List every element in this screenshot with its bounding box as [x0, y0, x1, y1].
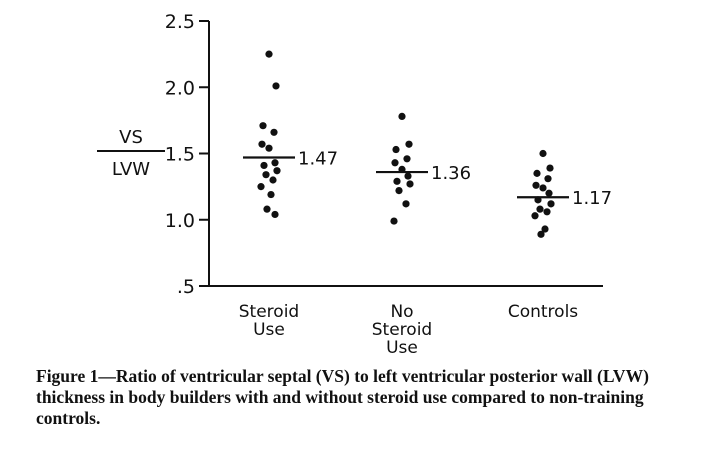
data-point	[533, 169, 541, 177]
y-tick-label: 1.0	[165, 210, 195, 232]
data-point	[541, 225, 549, 233]
category-label: Use	[253, 320, 285, 340]
data-point	[531, 212, 539, 220]
data-point	[532, 181, 540, 189]
data-point	[257, 183, 265, 191]
y-tick-label: .5	[177, 276, 195, 298]
category-label: Steroid	[372, 320, 432, 340]
data-point	[543, 208, 551, 216]
data-point	[265, 50, 273, 58]
data-point	[545, 189, 553, 197]
data-point	[536, 205, 544, 213]
data-point	[271, 210, 279, 219]
data-point	[263, 205, 271, 213]
data-point	[259, 122, 267, 130]
mean-value-label: 1.47	[298, 148, 338, 169]
data-point	[404, 172, 412, 180]
category-label: Use	[386, 338, 418, 358]
category-label: Controls	[508, 302, 578, 322]
data-point	[537, 230, 545, 238]
y-tick-label: 2.0	[165, 77, 195, 99]
data-point	[403, 155, 411, 163]
data-point	[271, 159, 279, 167]
data-groups: 1.47SteroidUse1.36NoSteroidUse1.17Contro…	[239, 50, 612, 358]
data-point	[267, 190, 275, 199]
data-point	[260, 161, 268, 170]
data-point	[395, 187, 403, 195]
y-axis-label: VS LVW	[97, 127, 165, 180]
y-tick-label: 2.5	[165, 11, 195, 33]
data-point	[547, 200, 555, 208]
data-point	[392, 145, 400, 154]
y-ticks: 2.5 2.0 1.5 1.0 .5	[165, 11, 209, 298]
y-axis-label-denominator: LVW	[112, 159, 150, 180]
data-point	[544, 175, 552, 183]
data-point	[270, 128, 278, 136]
data-point	[539, 184, 547, 192]
category-label: Steroid	[239, 302, 299, 322]
data-point	[402, 200, 410, 208]
mean-value-label: 1.17	[572, 188, 612, 209]
data-point	[398, 112, 406, 120]
figure-caption: Figure 1—Ratio of ventricular septal (VS…	[36, 366, 649, 428]
data-point	[539, 149, 547, 158]
data-point	[406, 180, 414, 188]
data-point	[405, 140, 413, 148]
mean-value-label: 1.36	[431, 163, 471, 184]
data-point	[273, 167, 281, 175]
data-point	[258, 140, 266, 148]
data-point	[390, 217, 398, 225]
data-point	[262, 171, 270, 179]
category-label: No	[390, 302, 413, 322]
y-axis-label-numerator: VS	[119, 127, 143, 148]
data-point	[265, 144, 273, 152]
data-point	[272, 82, 280, 90]
group-controls: 1.17 Controls	[508, 149, 612, 322]
y-tick-label: 1.5	[165, 144, 195, 166]
data-point	[393, 177, 401, 185]
data-point	[546, 164, 554, 172]
data-point	[391, 159, 399, 167]
data-point	[269, 176, 277, 184]
scatter-chart: VS LVW 2.52.01.51.0.5 1.47SteroidUse1.36…	[97, 11, 612, 358]
